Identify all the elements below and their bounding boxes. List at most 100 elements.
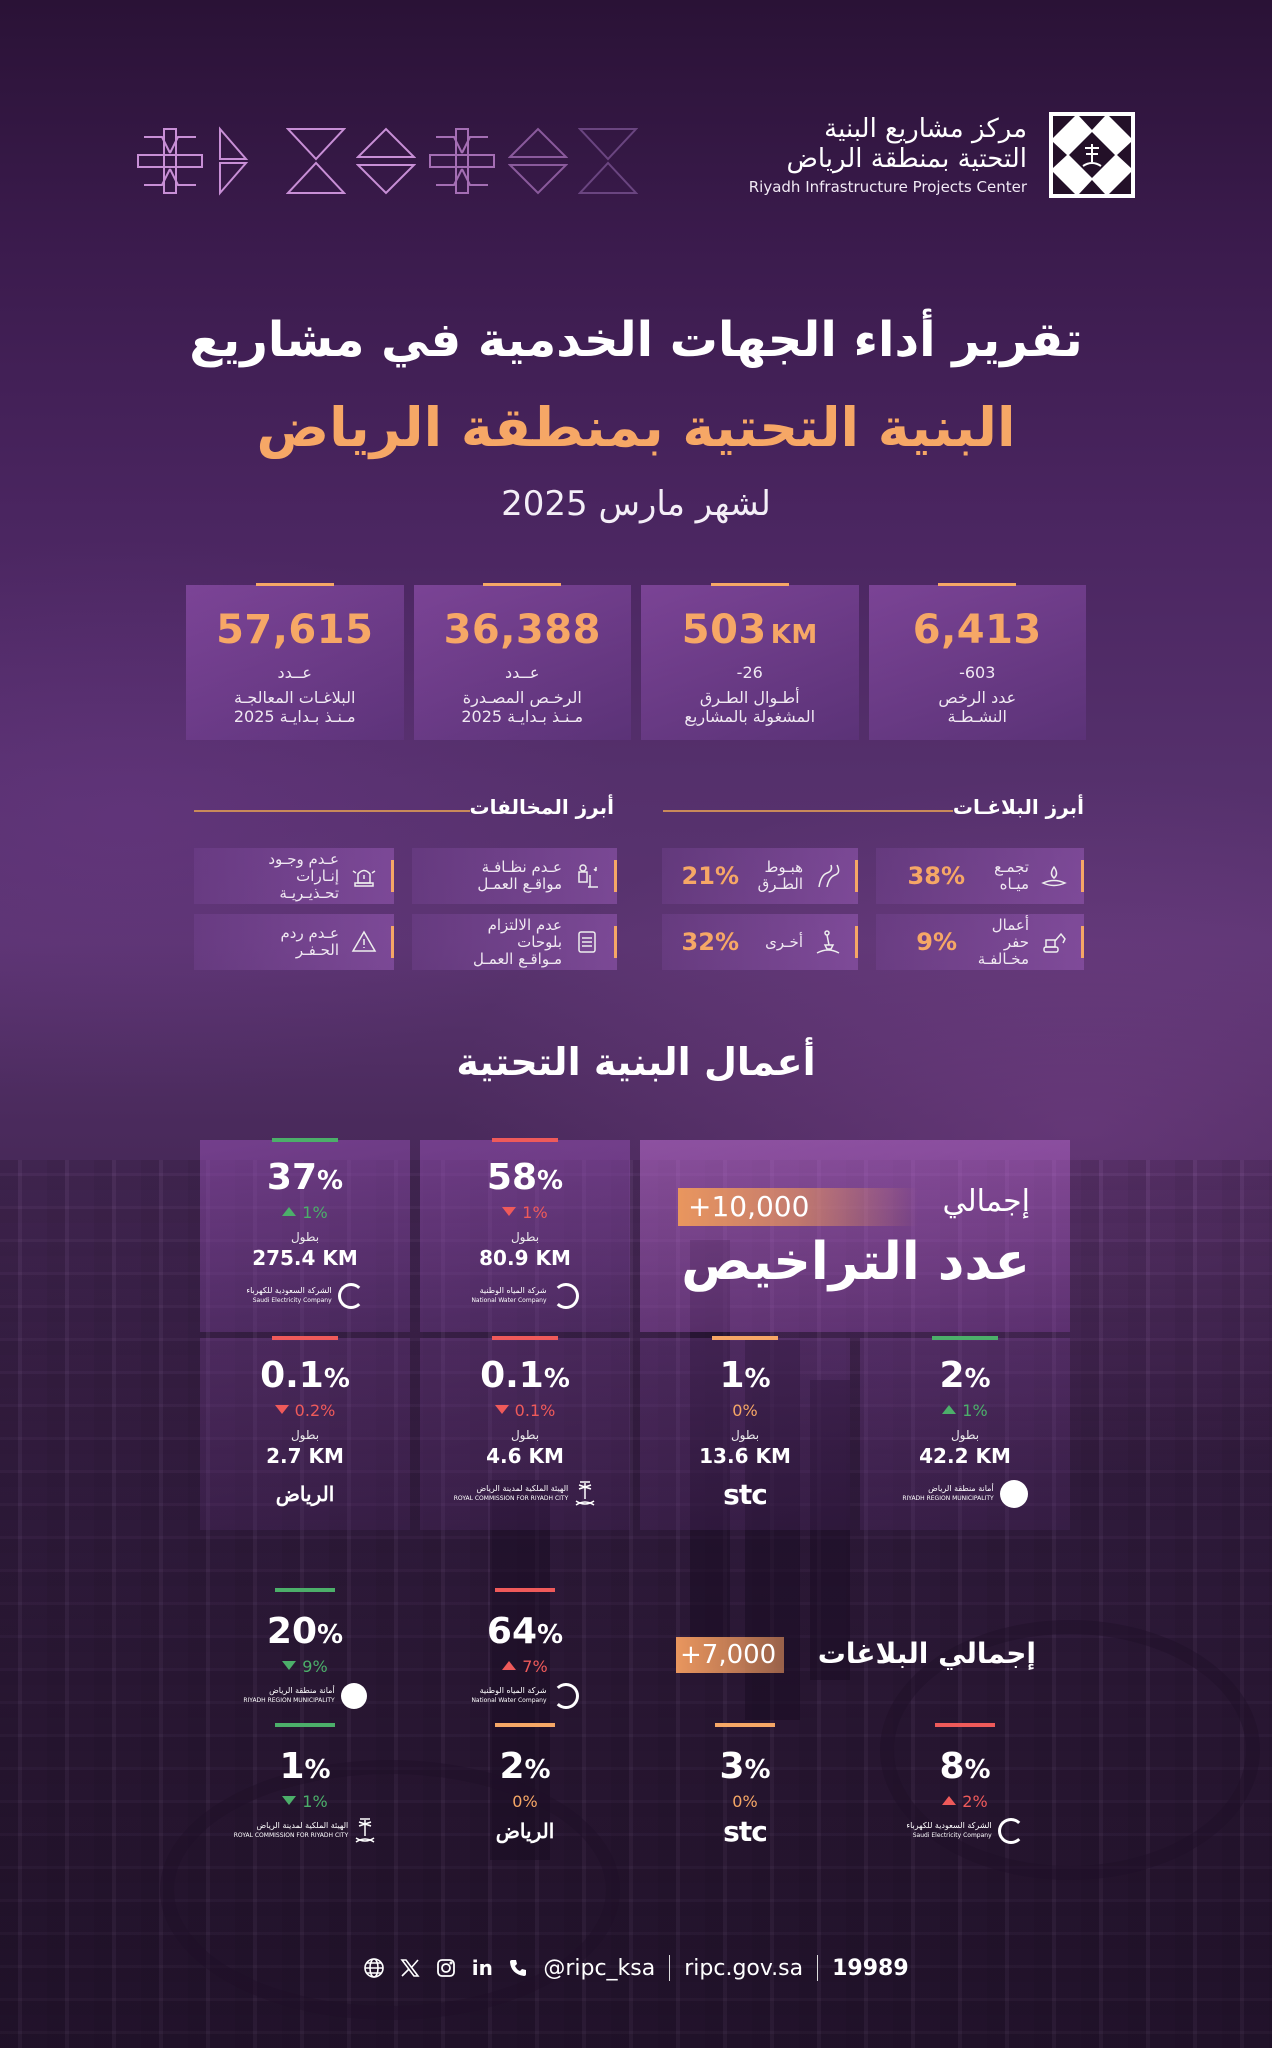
report-item: هبـوط الطـرق 21% bbox=[662, 848, 858, 904]
change-indicator: 1% bbox=[860, 1401, 1070, 1420]
riyadh-logo-icon: الرياض bbox=[495, 1819, 555, 1843]
license-percent: 0.1 bbox=[260, 1355, 324, 1396]
change-value: 1% bbox=[962, 1401, 988, 1420]
violation-label: مواقـع العمـل bbox=[477, 875, 562, 893]
kpi-cards: 57,615 عــدد البلاغـات المعالجـة مـنـذ ب… bbox=[186, 585, 1086, 740]
report-label: ميـاه bbox=[999, 875, 1029, 893]
phone-icon[interactable] bbox=[507, 1957, 529, 1979]
kpi-label: مـنـذ بـدايـة 2025 bbox=[233, 707, 356, 726]
globe-icon[interactable] bbox=[363, 1957, 385, 1979]
kpi-card-reports-processed: 57,615 عــدد البلاغـات المعالجـة مـنـذ ب… bbox=[186, 585, 404, 740]
change-indicator: 1% bbox=[200, 1792, 410, 1811]
org-logo-nwc: شركة المياه الوطنية National Water Compan… bbox=[420, 1680, 630, 1712]
kpi-label: الرخـص المصـدرة bbox=[462, 688, 582, 707]
status-bar bbox=[712, 1336, 778, 1340]
kpi-value: 503 bbox=[681, 607, 767, 653]
length-label: بطول bbox=[950, 1428, 980, 1442]
report-card-rcrc: 1% 1% الهيئة الملكية لمدينة الرياض ROYAL … bbox=[200, 1723, 410, 1855]
org-logo-rrm: أمانة منطقة الرياض RIYADH REGION MUNICIPA… bbox=[860, 1478, 1070, 1510]
linkedin-icon[interactable]: in bbox=[471, 1956, 493, 1980]
length-label: بطول bbox=[510, 1230, 540, 1244]
license-card-rcrc: 0.1% 0.1% بطول 4.6 KM الهيئة الملكية لمد… bbox=[420, 1336, 630, 1530]
report-item: أخـرى 32% bbox=[662, 914, 858, 970]
kpi-label: البلاغـات المعالجـة bbox=[234, 688, 356, 707]
org-logo-rcrc: الهيئة الملكية لمدينة الرياض ROYAL COMMIS… bbox=[200, 1815, 410, 1847]
change-indicator: 0% bbox=[640, 1792, 850, 1811]
social-handle-link[interactable]: @ripc_ksa bbox=[543, 1955, 656, 1981]
change-indicator: 0% bbox=[640, 1401, 850, 1420]
licenses-total-value: +10,000 bbox=[678, 1188, 918, 1226]
report-item: أعمال حفر مخـالفـة 9% bbox=[876, 914, 1084, 970]
status-bar bbox=[495, 1588, 555, 1592]
org-name-ar: التحتية بمنطقة الرياض bbox=[786, 144, 1027, 174]
license-card-sec: 37% 1% بطول 275.4 KM الشركة السعودية للك… bbox=[200, 1138, 410, 1332]
rrm-emblem-icon bbox=[999, 1480, 1028, 1508]
palm-swords-icon bbox=[575, 1481, 595, 1506]
arrow-up-icon bbox=[502, 1661, 517, 1670]
change-indicator: 0.1% bbox=[420, 1401, 630, 1420]
report-label: تجمـع bbox=[994, 858, 1029, 876]
violation-item: عـدم نظـافـة مواقـع العمـل bbox=[412, 848, 617, 904]
change-indicator: 1% bbox=[200, 1203, 410, 1222]
kpi-card-road-length: 503 KM -26 أطـوال الطـرق المشغولة بالمشار… bbox=[641, 585, 859, 740]
org-logo-rrm: أمانة منطقة الرياض RIYADH REGION MUNICIPA… bbox=[200, 1680, 410, 1712]
licenses-total-label: إجمالي bbox=[942, 1184, 1030, 1219]
x-twitter-icon[interactable] bbox=[399, 1957, 421, 1979]
hotline-number[interactable]: 19989 bbox=[832, 1955, 909, 1981]
report-card-stc: 3% 0% stc bbox=[640, 1723, 850, 1855]
divider bbox=[669, 1955, 671, 1981]
ripc-logo-icon bbox=[1049, 112, 1135, 198]
kpi-label: مـنـذ بـدايـة 2025 bbox=[461, 707, 584, 726]
org-logo-riyadh: الرياض bbox=[200, 1478, 410, 1510]
change-indicator: 1% bbox=[420, 1203, 630, 1222]
road-subsidence-icon bbox=[818, 864, 840, 888]
kpi-value: 57,615 bbox=[216, 607, 374, 653]
stc-logo-icon: stc bbox=[723, 1814, 768, 1848]
divider bbox=[194, 810, 470, 812]
star-pattern-icon bbox=[137, 128, 203, 194]
arrow-up-icon bbox=[282, 1207, 297, 1216]
org-logo-stc: stc bbox=[640, 1814, 850, 1848]
report-percent: 38% bbox=[907, 862, 965, 890]
license-percent: 0.1 bbox=[480, 1355, 544, 1396]
length-value: 42.2 KM bbox=[919, 1444, 1011, 1468]
report-label: الطـرق bbox=[757, 875, 803, 893]
warning-light-icon bbox=[352, 869, 376, 887]
report-percent: 21% bbox=[681, 862, 739, 890]
license-card-stc: 1% 0% بطول 13.6 KM stc bbox=[640, 1336, 850, 1530]
arrow-down-icon bbox=[282, 1796, 297, 1805]
org-name: شركة المياه الوطنية bbox=[479, 1686, 547, 1695]
stc-logo-icon: stc bbox=[723, 1477, 768, 1511]
arrow-up-icon bbox=[942, 1796, 957, 1805]
accent-bar bbox=[614, 860, 617, 892]
org-logo-sec: الشركة السعودية للكهرباء Saudi Electricit… bbox=[200, 1280, 410, 1312]
length-value: 13.6 KM bbox=[699, 1444, 791, 1468]
kpi-label: المشغولة بالمشاريع bbox=[684, 707, 816, 726]
report-card-riyadh: 2% 0% الرياض bbox=[420, 1723, 630, 1855]
nwc-logo-icon bbox=[552, 1683, 579, 1709]
report-card-rrm: 20% 9% أمانة منطقة الرياض RIYADH REGION M… bbox=[200, 1588, 410, 1720]
page-title-highlight: البنية التحتية بمنطقة الرياض bbox=[256, 396, 1016, 459]
accent-bar bbox=[391, 926, 394, 958]
org-name-en: Saudi Electricity Company bbox=[252, 1297, 332, 1304]
accent-bar bbox=[1081, 926, 1084, 958]
licenses-total-label: عدد التراخيص bbox=[681, 1232, 1030, 1292]
org-logo: مركز مشاريع البنية التحتية بمنطقة الرياض… bbox=[749, 112, 1135, 198]
change-value: 2% bbox=[962, 1792, 988, 1811]
website-link[interactable]: ripc.gov.sa bbox=[684, 1955, 804, 1981]
change-value: 0% bbox=[512, 1792, 538, 1811]
instagram-icon[interactable] bbox=[435, 1957, 457, 1979]
arrow-down-icon bbox=[282, 1661, 297, 1670]
accent-bar bbox=[614, 926, 617, 958]
nwc-logo-icon bbox=[552, 1283, 579, 1309]
tower-silhouette bbox=[810, 1380, 850, 1680]
signboard-icon bbox=[578, 931, 596, 953]
status-bar bbox=[272, 1336, 338, 1340]
org-name-en: Saudi Electricity Company bbox=[912, 1832, 992, 1839]
excavator-icon bbox=[1043, 932, 1066, 953]
warning-triangle-icon bbox=[351, 930, 377, 952]
org-logo-rcrc: الهيئة الملكية لمدينة الرياض ROYAL COMMIS… bbox=[420, 1478, 630, 1510]
org-name: شركة المياه الوطنية bbox=[479, 1286, 547, 1295]
status-bar bbox=[272, 1138, 338, 1142]
length-value: 2.7 KM bbox=[266, 1444, 344, 1468]
